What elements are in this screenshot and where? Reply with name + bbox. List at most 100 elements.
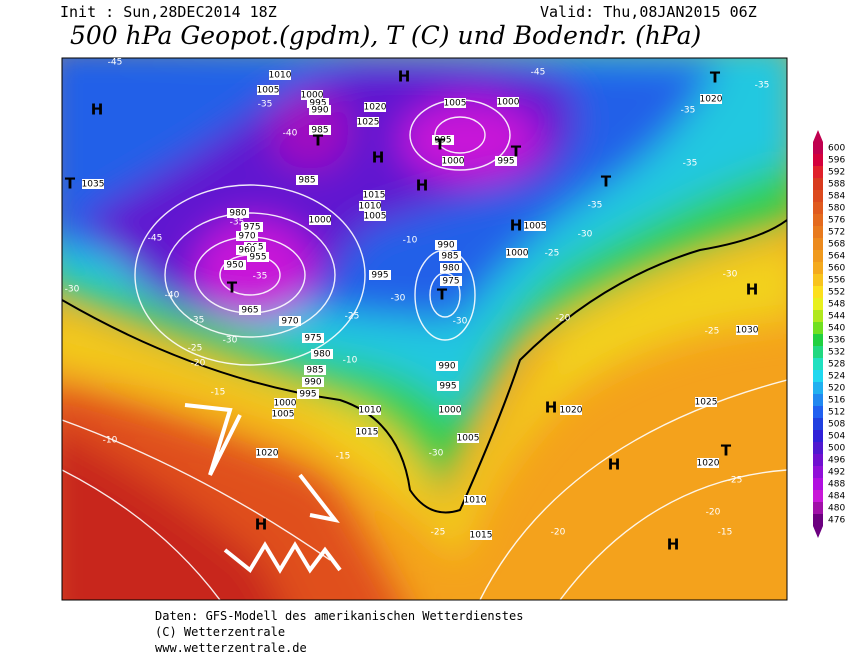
colorbar-swatch bbox=[813, 370, 823, 382]
pressure-label-box bbox=[309, 215, 331, 225]
pressure-label-box bbox=[224, 260, 246, 270]
pressure-label: 1000 bbox=[309, 216, 332, 226]
temperature-label: -40 bbox=[165, 291, 180, 301]
temperature-label: -30 bbox=[723, 270, 738, 280]
pressure-label-box bbox=[297, 389, 319, 399]
low-marker: T bbox=[435, 136, 446, 154]
colorbar-swatch bbox=[813, 454, 823, 466]
pressure-label-box bbox=[82, 179, 104, 189]
temperature-label: -35 bbox=[683, 159, 698, 169]
pressure-label-box bbox=[700, 94, 722, 104]
footer-url: www.wetterzentrale.de bbox=[155, 641, 307, 655]
pressure-label-box bbox=[359, 405, 381, 415]
pressure-label-box bbox=[301, 90, 323, 100]
colorbar-swatch bbox=[813, 262, 823, 274]
pressure-label: 990 bbox=[311, 106, 328, 116]
colorbar-label: 516 bbox=[828, 396, 845, 406]
colorbar-swatch bbox=[813, 478, 823, 490]
pressure-label: 995 bbox=[439, 382, 456, 392]
pressure-label: 1035 bbox=[82, 180, 105, 190]
pressure-label-box bbox=[302, 377, 324, 387]
temperature-label: -20 bbox=[706, 508, 721, 518]
temperature-label: -35 bbox=[253, 272, 268, 282]
pressure-label-box bbox=[560, 405, 582, 415]
pressure-label-box bbox=[444, 98, 466, 108]
pressure-label-box bbox=[241, 222, 263, 232]
pressure-label-box bbox=[506, 248, 528, 258]
low-marker: T bbox=[227, 279, 238, 297]
pressure-label-box bbox=[470, 530, 492, 540]
colorbar-swatch bbox=[813, 346, 823, 358]
high-marker: H bbox=[510, 217, 523, 235]
pressure-label-box bbox=[239, 305, 261, 315]
low-marker: T bbox=[511, 143, 522, 161]
pressure-label: 1015 bbox=[470, 531, 493, 541]
pressure-label: 995 bbox=[371, 271, 388, 281]
temperature-label: -30 bbox=[391, 294, 406, 304]
pressure-label-box bbox=[432, 135, 454, 145]
pressure-label: 1005 bbox=[457, 434, 480, 444]
pressure-label: 1005 bbox=[257, 86, 280, 96]
pressure-label: 1015 bbox=[356, 428, 379, 438]
colorbar-swatch bbox=[813, 358, 823, 370]
pressure-label-box bbox=[356, 427, 378, 437]
pressure-label-box bbox=[302, 333, 324, 343]
low-marker: T bbox=[721, 442, 732, 460]
temperature-label: -10 bbox=[403, 236, 418, 246]
high-marker: H bbox=[255, 516, 268, 534]
init-time: Init : Sun,28DEC2014 18Z bbox=[60, 3, 277, 21]
temperature-label: -10 bbox=[343, 356, 358, 366]
pressure-label: 1020 bbox=[697, 459, 720, 469]
temperature-label: -30 bbox=[65, 285, 80, 295]
low-marker: T bbox=[437, 286, 448, 304]
pressure-label: 1010 bbox=[269, 71, 292, 81]
pressure-label-box bbox=[442, 156, 464, 166]
colorbar-label: 480 bbox=[828, 504, 845, 514]
high-marker: H bbox=[746, 281, 759, 299]
pressure-label: 980 bbox=[229, 209, 246, 219]
pressure-label-box bbox=[495, 156, 517, 166]
pressure-label-box bbox=[309, 125, 331, 135]
temperature-label: -25 bbox=[431, 528, 446, 538]
pressure-label-box bbox=[364, 211, 386, 221]
colorbar-swatch bbox=[813, 226, 823, 238]
colorbar-label: 520 bbox=[828, 384, 845, 394]
colorbar-label: 476 bbox=[828, 516, 845, 526]
temperature-label: -15 bbox=[336, 452, 351, 462]
colorbar-label: 592 bbox=[828, 168, 845, 178]
pressure-label-box bbox=[272, 409, 294, 419]
colorbar-swatch bbox=[813, 442, 823, 454]
pressure-label-box bbox=[524, 221, 546, 231]
colorbar-label: 600 bbox=[828, 144, 845, 154]
pressure-label: 990 bbox=[437, 241, 454, 251]
temperature-label: -30 bbox=[578, 230, 593, 240]
colorbar-label: 580 bbox=[828, 204, 845, 214]
pressure-label: 1010 bbox=[464, 496, 487, 506]
high-marker: H bbox=[372, 149, 385, 167]
pressure-label: 1020 bbox=[560, 406, 583, 416]
pressure-label: 1015 bbox=[363, 191, 386, 201]
colorbar-label: 572 bbox=[828, 228, 845, 238]
colorbar-label: 556 bbox=[828, 276, 845, 286]
pressure-label-box bbox=[257, 85, 279, 95]
pressure-label-box bbox=[311, 349, 333, 359]
temperature-label: -30 bbox=[223, 336, 238, 346]
pressure-label: 1005 bbox=[364, 212, 387, 222]
colorbar-label: 496 bbox=[828, 456, 845, 466]
pressure-label: 970 bbox=[238, 232, 255, 242]
colorbar-label: 528 bbox=[828, 360, 845, 370]
colorbar-label: 584 bbox=[828, 192, 845, 202]
high-marker: H bbox=[416, 177, 429, 195]
pressure-label: 990 bbox=[438, 362, 455, 372]
colorbar-label: 508 bbox=[828, 420, 845, 430]
pressure-label-box bbox=[236, 231, 258, 241]
temperature-label: -35 bbox=[190, 316, 205, 326]
colorbar-label: 548 bbox=[828, 300, 845, 310]
colorbar-swatch bbox=[813, 166, 823, 178]
pressure-label: 980 bbox=[442, 264, 459, 274]
colorbar-swatch bbox=[813, 154, 823, 166]
colorbar-swatch bbox=[813, 298, 823, 310]
colorbar-swatch bbox=[813, 322, 823, 334]
colorbar-arrow bbox=[813, 130, 823, 142]
pressure-label-box bbox=[439, 405, 461, 415]
